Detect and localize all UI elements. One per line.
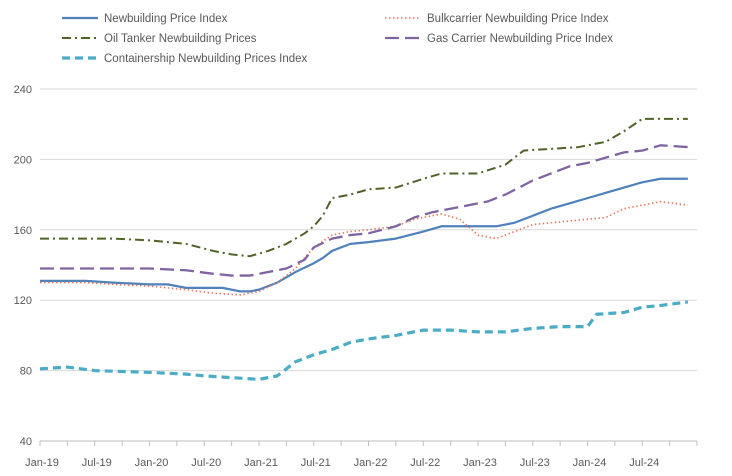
- axes: 40 80 120 160 200 240 Jan-19 Jul-19 Jan-20 Jul-20…: [14, 84, 698, 469]
- x-tick-label: Jul-20: [191, 457, 221, 469]
- y-tick-label: 240: [14, 84, 32, 96]
- x-tick-label: Jan-24: [573, 457, 607, 469]
- gridlines: [40, 88, 697, 372]
- series-line-4: [40, 144, 688, 277]
- x-tick-label: Jul-24: [629, 457, 659, 469]
- y-tick-label: 120: [14, 295, 32, 307]
- legend-label-4: Gas Carrier Newbuilding Price Index: [427, 33, 613, 45]
- x-tick-label: Jul-21: [301, 457, 331, 469]
- y-tick-label: 40: [20, 436, 32, 448]
- legend-label-1: Newbuilding Price Index: [104, 13, 228, 25]
- series-line-3: [40, 117, 688, 258]
- x-tick-label: Jul-22: [410, 457, 440, 469]
- series-lines: [39, 117, 689, 381]
- x-tick-label: Jul-19: [82, 457, 112, 469]
- x-tick-label: Jan-23: [463, 457, 497, 469]
- legend-label-3: Oil Tanker Newbuilding Prices: [104, 33, 257, 45]
- x-tick-label: Jan-20: [135, 457, 169, 469]
- y-tick-label: 80: [20, 366, 32, 378]
- series-line-1: [40, 177, 688, 293]
- x-tick-label: Jul-23: [520, 457, 550, 469]
- legend-label-2: Bulkcarrier Newbuilding Price Index: [427, 13, 609, 25]
- series-line-2: [40, 200, 688, 296]
- y-tick-label: 200: [14, 154, 32, 166]
- x-tick-label: Jan-19: [25, 457, 59, 469]
- legend-label-5: Containership Newbuilding Prices Index: [104, 53, 308, 65]
- x-tick-label: Jan-21: [244, 457, 278, 469]
- series-line-5: [39, 300, 689, 381]
- legend: Newbuilding Price Index Bulkcarrier Newbu…: [62, 13, 613, 65]
- x-tick-label: Jan-22: [354, 457, 388, 469]
- y-tick-label: 160: [14, 225, 32, 237]
